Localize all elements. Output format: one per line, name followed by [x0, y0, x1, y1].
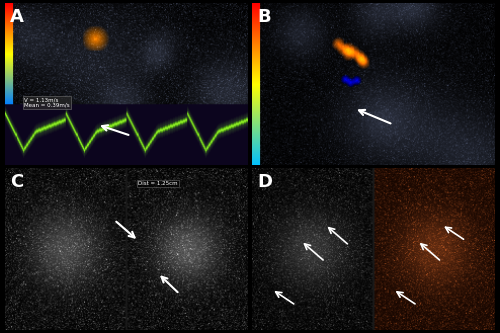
Text: V = 1.13m/s
Mean = 0.39m/s: V = 1.13m/s Mean = 0.39m/s [24, 97, 70, 108]
Text: Dist = 1.25cm: Dist = 1.25cm [138, 181, 178, 186]
Text: D: D [258, 173, 272, 191]
Text: C: C [10, 173, 23, 191]
Text: A: A [10, 8, 24, 26]
Text: B: B [258, 8, 271, 26]
